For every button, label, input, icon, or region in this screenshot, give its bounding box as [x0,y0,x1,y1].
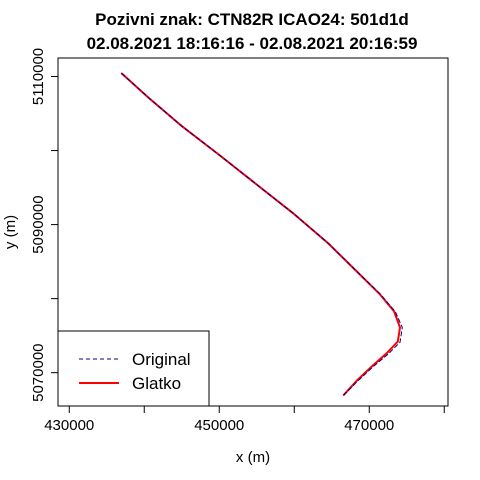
x-tick-label-430000: 430000 [44,417,94,434]
legend-label-original: Original [132,350,191,369]
y-tick-label-5070000: 5070000 [30,343,47,401]
y-axis: 5070000 5090000 5110000 [30,48,58,402]
chart-title-line2: 02.08.2021 18:16:16 - 02.08.2021 20:16:5… [87,34,418,53]
x-tick-label-450000: 450000 [194,417,244,434]
legend-label-glatko: Glatko [132,374,181,393]
x-tick-label-470000: 470000 [344,417,394,434]
chart-title-line1: Pozivni znak: CTN82R ICAO24: 501d1d [95,10,409,29]
y-tick-label-5090000: 5090000 [30,195,47,253]
y-axis-label: y (m) [2,215,19,249]
series-line-original [121,73,403,396]
x-axis-label: x (m) [236,449,270,466]
plot-box [57,57,449,407]
series-layer [120,72,403,396]
legend-box [57,330,210,407]
legend: Original Glatko [57,330,210,407]
y-tick-label-5110000: 5110000 [30,48,47,105]
x-axis: 430000 450000 470000 [44,406,445,434]
